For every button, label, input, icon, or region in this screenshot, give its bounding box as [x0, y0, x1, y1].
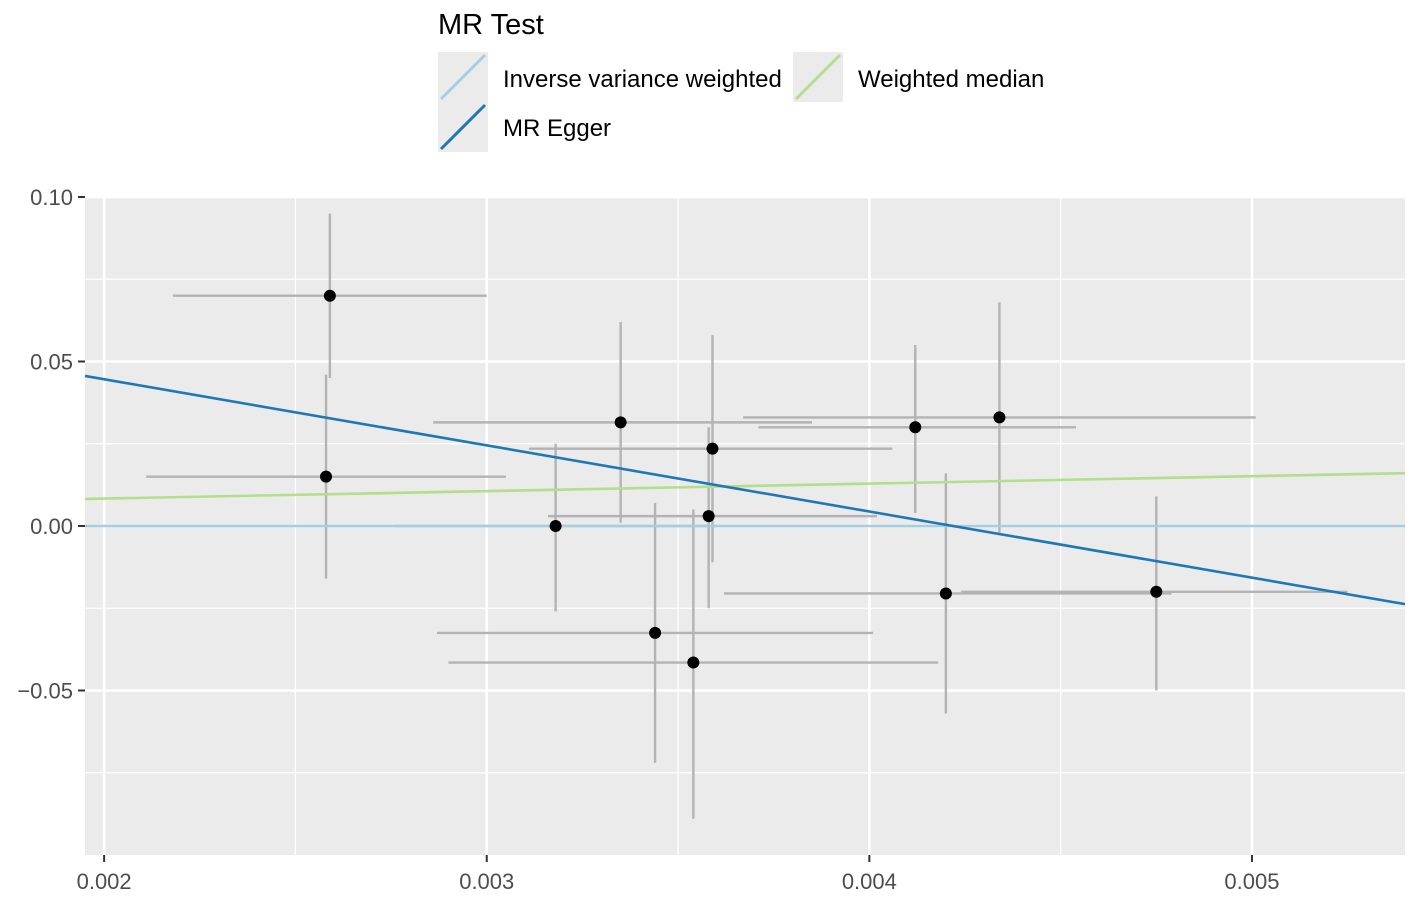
y-tick-label: 0.10 — [30, 185, 73, 210]
data-point — [687, 656, 700, 669]
x-tick-label: 0.003 — [459, 869, 514, 894]
legend: MR Test Inverse variance weighted Weight… — [438, 9, 1044, 152]
y-tick-label: −0.05 — [17, 679, 73, 704]
axes: 0.002 0.003 0.004 0.005 0.10 0.05 0.00 −0.05 — [17, 185, 1279, 894]
data-point — [320, 470, 333, 483]
legend-label-mr-egger: MR Egger — [503, 115, 611, 142]
data-point — [549, 520, 562, 532]
data-point — [939, 587, 952, 600]
y-tick-label: 0.05 — [30, 350, 73, 375]
legend-entry-weighted-median: Weighted median — [793, 52, 1044, 102]
legend-swatch-mr-egger — [439, 103, 487, 151]
data-point — [993, 411, 1006, 424]
y-tick-label: 0.00 — [30, 514, 73, 539]
data-point — [702, 510, 715, 523]
legend-label-weighted-median: Weighted median — [858, 66, 1044, 93]
legend-title: MR Test — [438, 9, 544, 41]
data-point — [706, 442, 719, 455]
data-point — [614, 416, 627, 429]
fit-line-mr-egger — [84, 374, 1406, 606]
legend-entry-mr-egger: MR Egger — [438, 102, 611, 152]
x-tick-label: 0.005 — [1224, 869, 1279, 894]
x-tick-label: 0.002 — [77, 869, 132, 894]
fit-line-weighted-median — [84, 471, 1406, 501]
data-point — [649, 626, 662, 639]
x-tick-label: 0.004 — [842, 869, 897, 894]
data-point — [323, 289, 336, 302]
data-point — [909, 421, 922, 434]
legend-swatch-ivw — [439, 53, 487, 101]
data-points — [320, 289, 1163, 669]
legend-swatch-weighted-median — [794, 53, 842, 101]
legend-entry-ivw: Inverse variance weighted — [438, 52, 782, 102]
fit-lines — [84, 374, 1406, 606]
legend-label-ivw: Inverse variance weighted — [503, 66, 782, 93]
data-point — [1150, 585, 1163, 598]
